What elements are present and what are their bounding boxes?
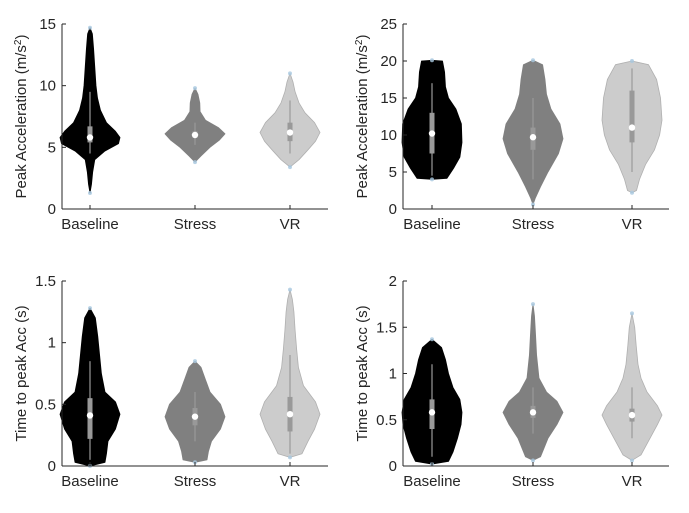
median-point-vr xyxy=(628,411,636,419)
data-point-max-stress xyxy=(193,359,197,364)
x-tick-label: Stress xyxy=(174,216,217,233)
data-point-min-vr xyxy=(630,190,634,195)
median-point-stress xyxy=(191,131,199,139)
median-point-baseline xyxy=(86,412,94,419)
y-tick-label: 0.5 xyxy=(376,412,397,429)
data-point-max-baseline xyxy=(430,337,434,342)
data-point-min-stress xyxy=(193,160,197,165)
y-tick-label: 5 xyxy=(48,139,56,156)
median-point-vr xyxy=(628,124,636,131)
x-tick-label: Baseline xyxy=(61,216,119,233)
data-point-max-baseline xyxy=(88,25,92,30)
median-point-vr xyxy=(286,411,294,418)
data-point-max-stress xyxy=(531,58,535,63)
data-point-max-vr xyxy=(288,71,292,76)
y-tick-label: 0 xyxy=(389,458,397,475)
x-tick-label: Baseline xyxy=(403,216,461,233)
y-tick-label: 0 xyxy=(48,458,56,475)
y-axis-label: Peak Acceleration (m/s2) xyxy=(13,35,31,199)
y-tick-label: 10 xyxy=(39,78,56,95)
y-axis-label: Time to peak Acc (s) xyxy=(13,305,30,441)
x-tick-label: Stress xyxy=(174,473,217,490)
y-tick-label: 1.5 xyxy=(35,273,56,290)
y-tick-label: 1 xyxy=(48,335,56,352)
median-point-baseline xyxy=(428,130,436,137)
y-tick-label: 1 xyxy=(389,366,397,383)
data-point-max-vr xyxy=(630,59,634,63)
data-point-max-stress xyxy=(193,86,197,91)
y-tick-label: 10 xyxy=(380,127,397,144)
median-point-baseline xyxy=(428,409,436,416)
violin-stress xyxy=(502,303,564,461)
data-point-max-vr xyxy=(288,287,292,292)
violin-vr xyxy=(601,313,663,461)
data-point-min-vr xyxy=(288,455,292,460)
panel-tl: 0 5 10 15 Baseline Stress VR Peak Acceleration … xyxy=(13,16,328,233)
median-point-stress xyxy=(529,409,537,416)
y-tick-label: 25 xyxy=(380,16,397,33)
y-tick-label: 0 xyxy=(389,201,397,218)
data-point-max-baseline xyxy=(430,58,434,63)
x-tick-label: Stress xyxy=(512,473,555,490)
data-point-max-stress xyxy=(531,302,535,307)
x-tick-label: Baseline xyxy=(403,473,461,490)
y-axis-label: Time to peak Acc (s) xyxy=(354,305,371,441)
median-point-stress xyxy=(191,413,199,420)
median-point-vr xyxy=(286,129,294,136)
y-tick-label: 15 xyxy=(380,90,397,107)
data-point-max-baseline xyxy=(88,306,92,311)
x-tick-label: VR xyxy=(280,216,301,233)
data-point-min-stress xyxy=(531,202,535,207)
panel-br: 0 0.5 1 1.5 2 Baseline Stress VR Time to peak Ac… xyxy=(354,273,669,490)
data-point-min-stress xyxy=(531,458,535,463)
y-tick-label: 5 xyxy=(389,164,397,181)
x-tick-label: Baseline xyxy=(61,473,119,490)
median-point-baseline xyxy=(86,134,94,141)
y-tick-label: 15 xyxy=(39,16,56,33)
data-point-min-baseline xyxy=(88,190,92,195)
x-tick-label: VR xyxy=(280,473,301,490)
panel-bl: 0 0.5 1 1.5 Baseline Stress VR Time to peak Acc… xyxy=(13,273,328,490)
y-tick-label: 0.5 xyxy=(35,396,56,413)
y-tick-label: 20 xyxy=(380,53,397,70)
x-tick-label: VR xyxy=(622,473,643,490)
data-point-max-vr xyxy=(630,311,634,316)
panel-tr: 0 5 10 15 20 25 Baseline Stress VR Peak Accelerat… xyxy=(354,16,669,233)
iqr-box-vr xyxy=(629,90,635,143)
y-tick-label: 2 xyxy=(389,273,397,290)
median-point-stress xyxy=(529,134,537,141)
x-tick-label: VR xyxy=(622,216,643,233)
data-point-min-baseline xyxy=(430,177,434,182)
y-tick-label: 0 xyxy=(48,201,56,218)
data-point-min-vr xyxy=(288,165,292,170)
y-tick-label: 1.5 xyxy=(376,319,397,336)
data-point-min-vr xyxy=(630,458,634,463)
y-axis-label: Peak Acceleration (m/s2) xyxy=(354,35,372,199)
x-tick-label: Stress xyxy=(512,216,555,233)
